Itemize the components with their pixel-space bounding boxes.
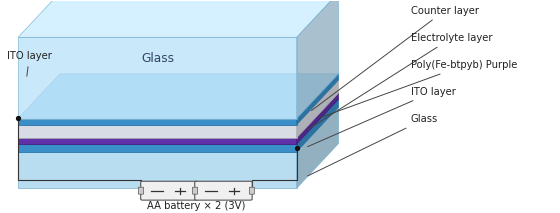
Text: Poly(Fe-btpyb) Purple: Poly(Fe-btpyb) Purple	[320, 60, 517, 118]
Polygon shape	[18, 107, 338, 152]
Text: ITO layer: ITO layer	[7, 51, 52, 76]
Polygon shape	[297, 107, 338, 188]
Text: Glass: Glass	[307, 114, 438, 176]
FancyBboxPatch shape	[195, 187, 200, 194]
Polygon shape	[18, 125, 297, 138]
Text: ITO layer: ITO layer	[307, 87, 456, 147]
Polygon shape	[18, 0, 338, 37]
FancyBboxPatch shape	[193, 187, 198, 194]
Polygon shape	[18, 152, 297, 188]
FancyBboxPatch shape	[195, 181, 252, 200]
Polygon shape	[297, 74, 338, 125]
Polygon shape	[18, 80, 338, 125]
FancyBboxPatch shape	[141, 181, 198, 200]
Text: Electrolyte layer: Electrolyte layer	[307, 33, 492, 130]
Polygon shape	[18, 74, 338, 118]
Polygon shape	[18, 144, 297, 152]
Polygon shape	[297, 93, 338, 144]
Polygon shape	[297, 99, 338, 152]
Polygon shape	[18, 93, 338, 138]
Polygon shape	[18, 118, 297, 125]
Polygon shape	[18, 138, 297, 144]
Polygon shape	[18, 99, 338, 144]
Polygon shape	[18, 37, 297, 118]
Text: Counter layer: Counter layer	[311, 6, 479, 111]
FancyBboxPatch shape	[249, 187, 254, 194]
Text: AA battery × 2 (3V): AA battery × 2 (3V)	[147, 201, 246, 211]
Polygon shape	[297, 80, 338, 138]
Text: Glass: Glass	[141, 52, 174, 65]
Polygon shape	[297, 0, 338, 118]
FancyBboxPatch shape	[138, 187, 143, 194]
